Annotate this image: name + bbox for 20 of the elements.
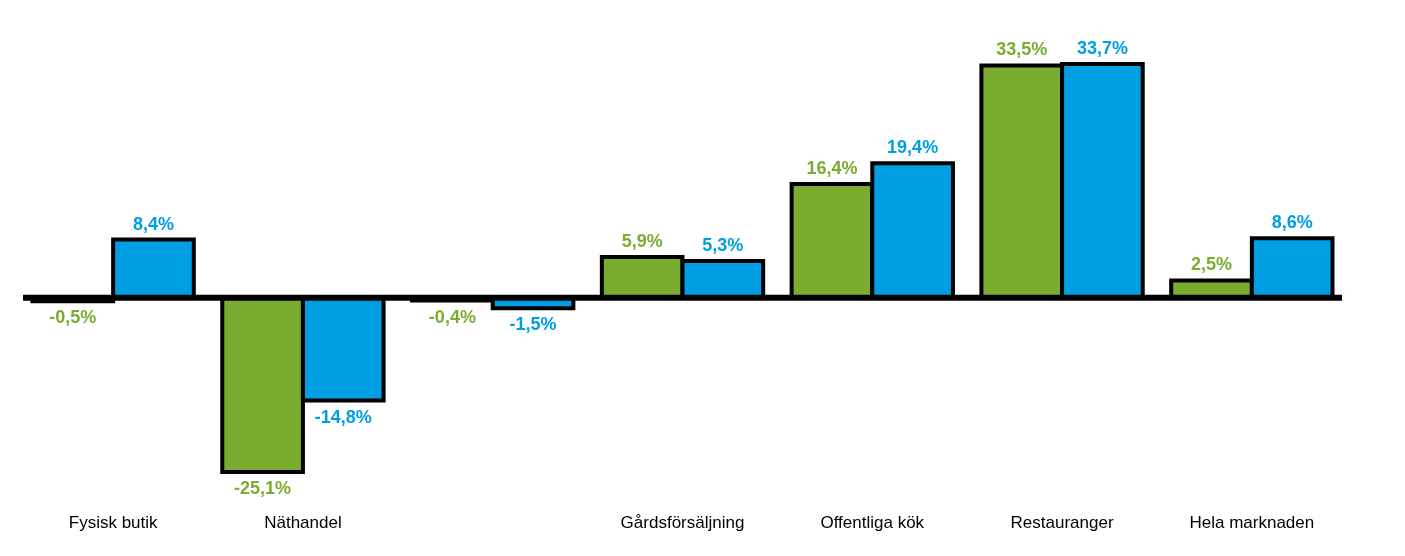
- x-tick-label: Näthandel: [264, 512, 342, 532]
- data-label: 16,4%: [806, 158, 858, 179]
- x-tick-label: Hela marknaden: [1189, 512, 1315, 532]
- x-tick-label: Restauranger: [1010, 512, 1114, 532]
- data-label: -0,5%: [49, 307, 97, 328]
- x-tick-label: Gårdsförsäljning: [620, 512, 745, 532]
- data-label: 2,5%: [1191, 254, 1233, 275]
- x-tick-label: Fysisk butik: [68, 512, 159, 532]
- x-tick-label: Offentliga kök: [820, 512, 925, 532]
- data-label: 8,4%: [132, 213, 174, 234]
- data-label: 33,7%: [1076, 38, 1128, 58]
- data-label: -1,5%: [509, 314, 557, 335]
- data-label: -14,8%: [314, 406, 372, 427]
- data-label: -0,4%: [428, 306, 476, 327]
- data-label: 19,4%: [887, 137, 939, 158]
- data-label: -25,1%: [234, 478, 292, 498]
- data-label: 33,5%: [996, 39, 1048, 60]
- data-label: 5,9%: [621, 230, 663, 251]
- data-label: 8,6%: [1271, 212, 1313, 233]
- data-label: 5,3%: [702, 235, 744, 256]
